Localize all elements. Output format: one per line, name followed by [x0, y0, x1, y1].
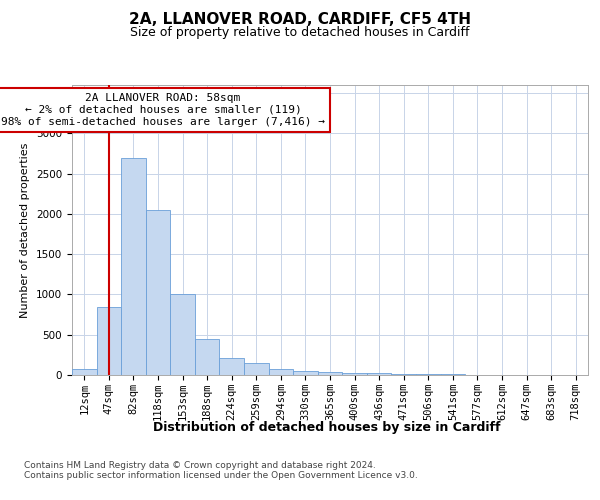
Text: 2A, LLANOVER ROAD, CARDIFF, CF5 4TH: 2A, LLANOVER ROAD, CARDIFF, CF5 4TH [129, 12, 471, 28]
Y-axis label: Number of detached properties: Number of detached properties [20, 142, 31, 318]
Bar [440, 374, 465, 375]
Text: Contains public sector information licensed under the Open Government Licence v3: Contains public sector information licen… [24, 472, 418, 480]
Bar [244, 364, 269, 375]
Text: Distribution of detached houses by size in Cardiff: Distribution of detached houses by size … [153, 421, 501, 434]
Text: Contains HM Land Registry data © Crown copyright and database right 2024.: Contains HM Land Registry data © Crown c… [24, 462, 376, 470]
Bar [170, 294, 195, 375]
Bar [220, 358, 244, 375]
Bar [195, 339, 220, 375]
Bar [416, 374, 440, 375]
Bar [342, 372, 367, 375]
Bar [97, 308, 121, 375]
Bar [293, 372, 318, 375]
Bar [72, 369, 97, 375]
Bar [269, 370, 293, 375]
Bar [121, 158, 146, 375]
Bar [367, 374, 391, 375]
Text: Size of property relative to detached houses in Cardiff: Size of property relative to detached ho… [130, 26, 470, 39]
Bar [146, 210, 170, 375]
Text: 2A LLANOVER ROAD: 58sqm
← 2% of detached houses are smaller (119)
98% of semi-de: 2A LLANOVER ROAD: 58sqm ← 2% of detached… [1, 94, 325, 126]
Bar [318, 372, 342, 375]
Bar [391, 374, 416, 375]
